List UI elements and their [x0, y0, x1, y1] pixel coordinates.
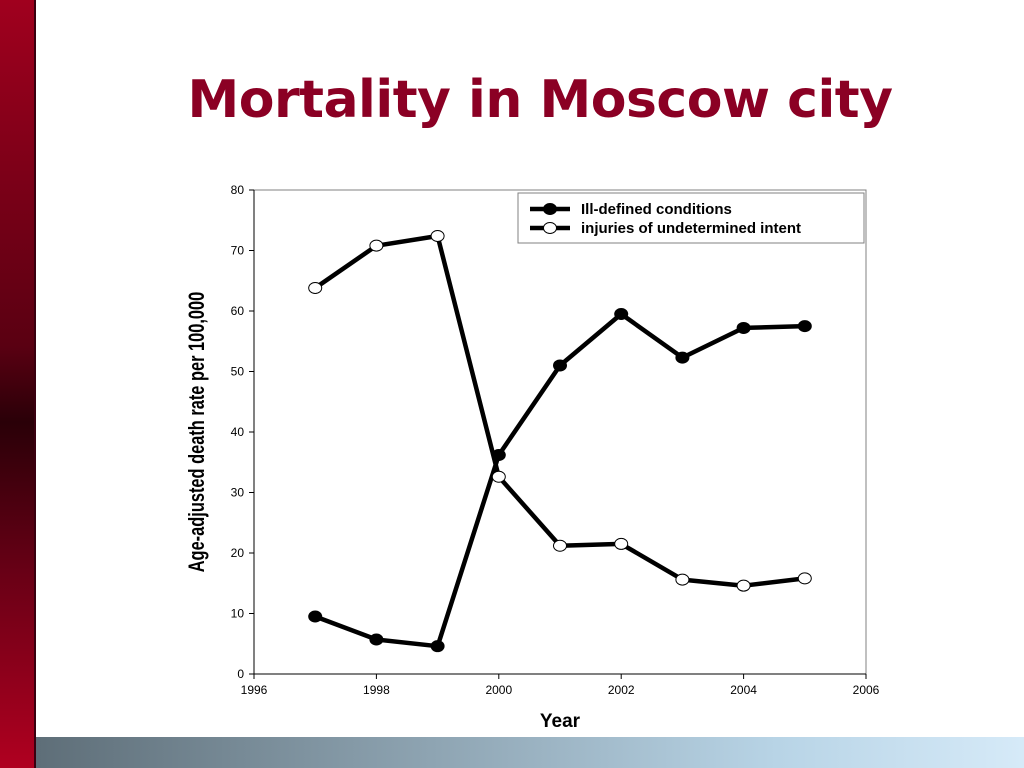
x-tick-label: 2000 [485, 683, 512, 697]
y-tick-label: 60 [231, 304, 245, 318]
data-point-series-1 [797, 572, 812, 585]
y-tick-label: 80 [231, 183, 245, 197]
data-point-series-1 [675, 573, 690, 586]
x-tick-label: 1996 [241, 683, 268, 697]
legend-entry-0: Ill-defined conditions [581, 201, 732, 218]
x-tick-label: 1998 [363, 683, 390, 697]
data-point-series-0 [369, 633, 384, 646]
y-tick-label: 50 [231, 365, 245, 379]
y-tick-label: 40 [231, 425, 245, 439]
y-tick-label: 70 [231, 244, 245, 258]
x-axis-label: Year [540, 711, 581, 732]
data-point-series-0 [553, 359, 567, 372]
left-accent-bar-edge [34, 0, 36, 768]
data-point-series-1 [553, 539, 567, 552]
data-point-series-0 [430, 640, 445, 653]
legend-entry-1: injuries of undetermined intent [581, 220, 801, 237]
data-point-series-1 [614, 537, 629, 550]
data-point-series-1 [308, 282, 323, 295]
x-tick-label: 2006 [853, 683, 880, 697]
data-point-series-0 [308, 610, 323, 623]
legend-swatch-marker-1 [543, 222, 557, 234]
y-tick-label: 10 [231, 607, 245, 621]
left-accent-bar [0, 0, 34, 768]
legend-swatch-marker-0 [543, 203, 557, 215]
data-point-series-0 [797, 320, 812, 333]
data-point-series-1 [430, 229, 445, 242]
legend-box [517, 192, 865, 244]
data-point-series-1 [369, 239, 384, 252]
data-point-series-1 [736, 579, 751, 592]
data-point-series-0 [614, 308, 629, 321]
slide-title: Mortality in Moscow city [187, 70, 893, 130]
data-point-series-0 [675, 351, 690, 364]
x-tick-label: 2002 [608, 683, 635, 697]
data-point-series-1 [491, 470, 506, 483]
series-line-1 [313, 233, 806, 588]
y-tick-label: 30 [231, 486, 245, 500]
y-axis-label: Age-adjusted death rate per 100,000 [185, 292, 210, 573]
x-tick-label: 2004 [730, 683, 757, 697]
y-tick-label: 0 [237, 667, 244, 681]
y-tick-label: 20 [231, 546, 245, 560]
data-point-series-0 [736, 321, 751, 334]
data-point-series-0 [491, 448, 506, 461]
bottom-gradient-bar [36, 737, 1024, 768]
plot-area-frame [253, 189, 867, 675]
